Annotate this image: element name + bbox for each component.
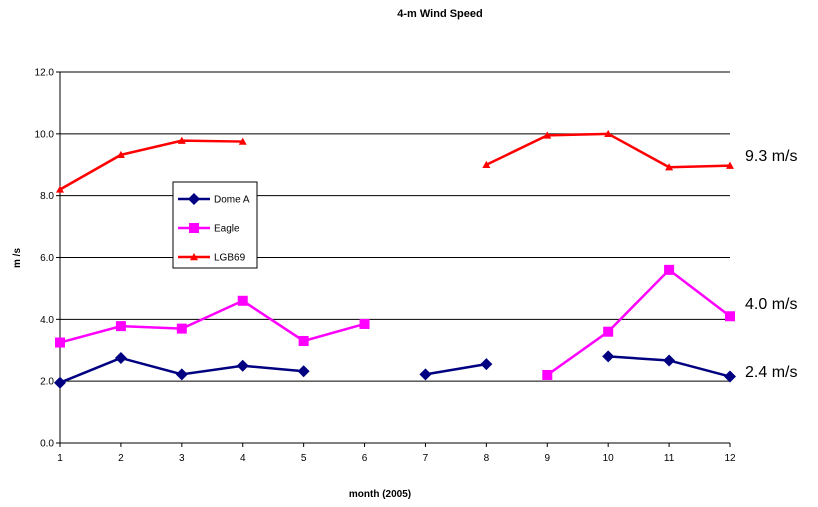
legend: Dome A Eagle LGB69 [172,181,258,269]
point-lgb69 [482,160,491,168]
series-lgb69 [56,129,734,193]
series-line-dome-a [425,362,487,376]
annotations: 9.3 m/s 4.0 m/s 2.4 m/s [745,148,797,381]
annotation-label: 4.0 m/s [745,296,797,313]
series-eagle [55,264,735,380]
x-tick-label: 10 [603,453,615,464]
point-dome-a [54,376,66,389]
legend-label-lgb69: LGB69 [214,253,246,264]
point-eagle [542,369,553,380]
point-dome-a [236,359,249,372]
x-tick-label: 9 [544,453,550,464]
point-dome-a [297,365,310,378]
y-tick-label: 6.0 [40,253,54,264]
chart-title: 4-m Wind Speed [397,8,482,20]
legend-label-eagle: Eagle [214,224,240,235]
legend-marker-dome-a [188,193,200,205]
plot-area: 0.02.04.06.08.010.012.01 2 3 4 5 6 7 8 9 10 11 12 [35,68,736,464]
y-tick-label: 12.0 [35,68,55,79]
y-tick-label: 8.0 [40,191,54,202]
y-axis-label: m /s [12,248,23,268]
x-tick-label: 4 [240,453,246,464]
x-tick-label: 12 [724,453,736,464]
point-eagle [55,337,65,348]
series-dome-a [54,350,736,389]
legend-box [172,181,258,269]
point-lgb69 [116,150,125,159]
point-eagle [176,323,187,334]
annotation-label: 2.4 m/s [745,364,797,381]
y-tick-label: 10.0 [35,129,55,140]
point-lgb69 [665,163,674,171]
point-dome-a [663,354,676,367]
point-eagle [115,321,126,332]
point-dome-a [480,358,493,371]
series-line-lgb69 [485,132,731,169]
x-axis-label: month (2005) [349,489,411,500]
series-line-eagle [546,268,731,377]
point-lgb69 [604,129,613,138]
point-eagle [725,311,735,322]
x-tick-label: 3 [179,453,185,464]
x-tick-label: 7 [423,453,429,464]
point-eagle [603,326,614,337]
legend-label-dome-a: Dome A [214,195,250,206]
y-tick-label: 0.0 [40,439,54,450]
x-tick-label: 1 [57,453,63,464]
annotation-label: 9.3 m/s [745,148,797,165]
y-tick-label: 4.0 [40,315,54,326]
point-dome-a [602,350,615,363]
y-tick-label: 2.0 [40,377,54,388]
point-lgb69 [177,136,186,144]
series-line-lgb69 [59,139,243,191]
point-eagle [664,264,675,275]
x-tick-label: 6 [362,453,368,464]
point-eagle [237,295,248,306]
point-dome-a [724,370,736,383]
legend-marker-lgb69 [190,253,198,261]
point-dome-a [419,368,432,381]
series-line-eagle [59,299,365,344]
point-lgb69 [238,137,247,145]
legend-marker-eagle [189,223,199,233]
x-tick-label: 5 [301,453,307,464]
x-tick-label: 11 [664,453,675,464]
point-eagle [298,335,309,346]
point-dome-a [175,368,188,381]
x-tick-label: 2 [118,453,124,464]
point-lgb69 [56,185,64,193]
point-eagle [359,318,370,329]
point-lgb69 [543,131,552,139]
x-tick-label: 8 [484,453,490,464]
point-dome-a [114,351,127,364]
point-lgb69 [726,161,734,169]
